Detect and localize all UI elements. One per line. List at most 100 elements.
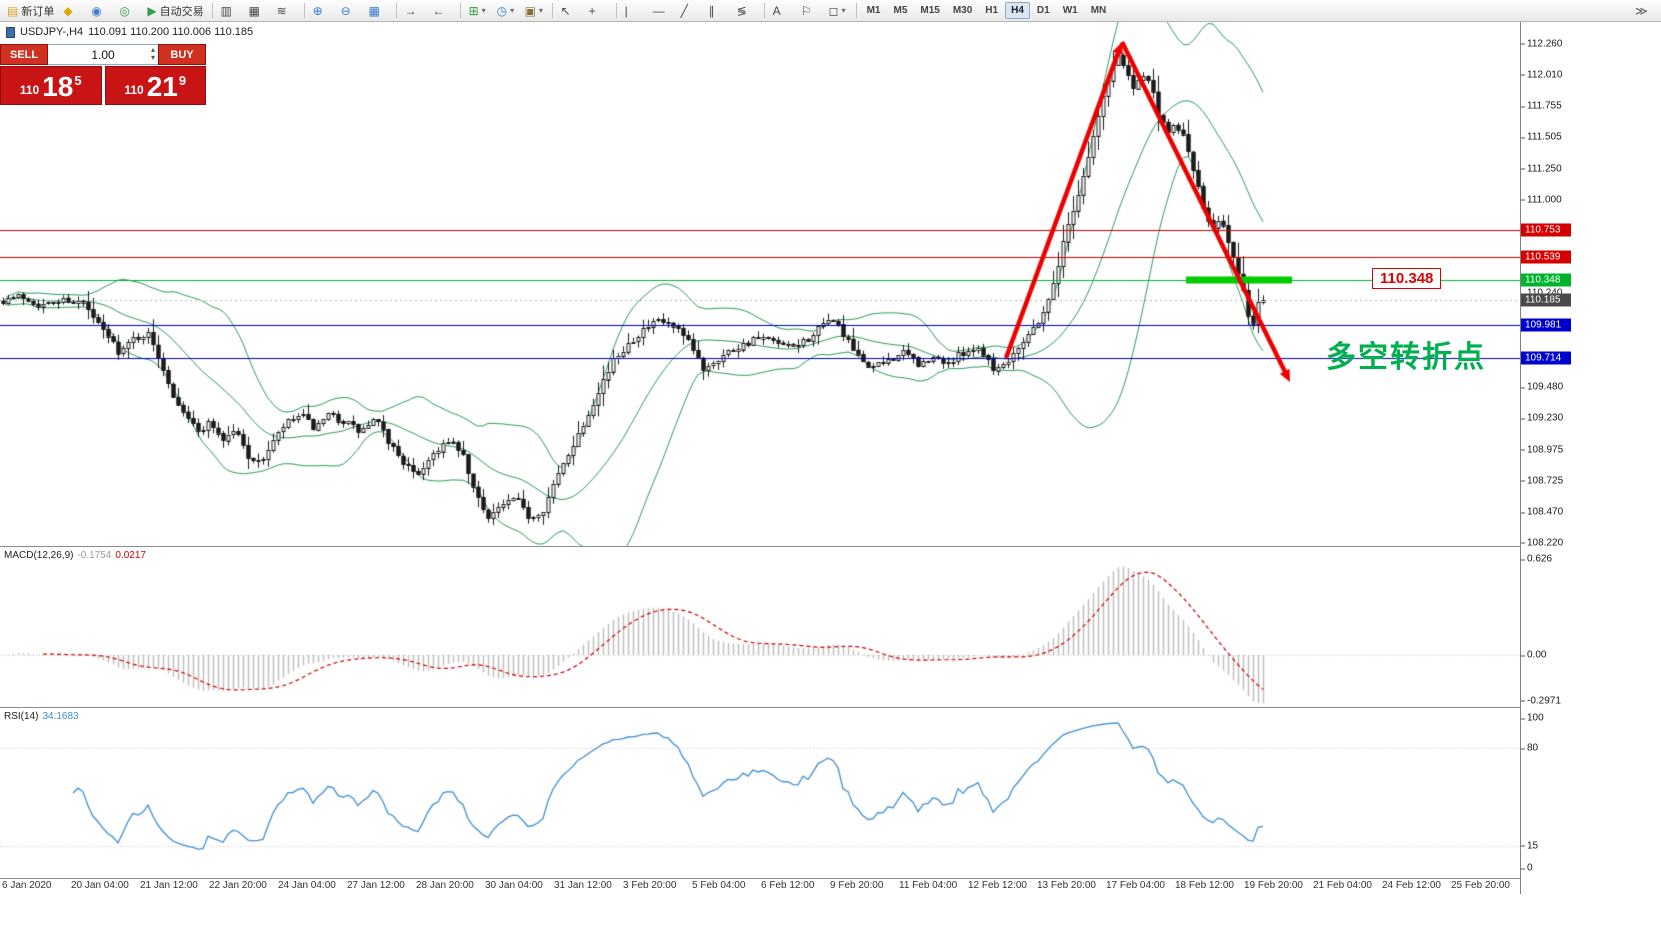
bar-chart-button[interactable]: ▥ (217, 0, 244, 21)
volume-input[interactable]: 1.00 ▴ ▾ (48, 44, 158, 65)
community-icon-button[interactable]: ◉ (87, 0, 114, 21)
tile-windows-icon: ▦ (368, 3, 380, 18)
horizontal-line-icon: — (652, 3, 665, 18)
date-label: 12 Feb 12:00 (968, 880, 1027, 891)
new-order-button-label: 新订单 (21, 5, 55, 18)
symbol-ohlc: 110.091 110.200 110.006 110.185 (88, 26, 254, 38)
toolbar-separator (459, 3, 461, 18)
arrow-label-button[interactable]: ⚐ (797, 0, 824, 21)
quotes-icon-button[interactable]: ◆ (59, 0, 86, 21)
rsi-name: RSI(14) (4, 711, 39, 722)
new-order-icon: ▤ (7, 3, 19, 18)
date-label: 24 Jan 04:00 (278, 880, 336, 891)
timeframe-h4-button[interactable]: H4 (1005, 2, 1030, 19)
price-axis: 112.260 112.010 111.755 111.505 111.250 111.0… (1520, 22, 1661, 894)
chart-shift-icon: ← (432, 3, 445, 18)
sell-button[interactable]: SELL (0, 44, 48, 65)
dropdown-caret-icon: ▾ (510, 6, 515, 15)
rsi-label: RSI(14) 34.1683 (4, 711, 79, 722)
volume-down-button[interactable]: ▾ (150, 53, 155, 62)
price-tick: 111.000 (1521, 194, 1562, 206)
templates-button[interactable]: ▣ ▾ (521, 0, 548, 21)
date-label: 22 Jan 20:00 (209, 880, 267, 891)
timeframe-m1-button[interactable]: M1 (866, 5, 881, 16)
cursor-icon: ↖ (560, 3, 571, 18)
toolbar-separator (395, 3, 397, 18)
symbol-info: USDJPY-,H4 110.091 110.200 110.006 110.1… (6, 26, 253, 38)
timeframe-w1-button[interactable]: W1 (1062, 5, 1078, 16)
more-toolbars-button[interactable]: ≫ (1631, 0, 1658, 21)
time-axis: 6 Jan 2020 20 Jan 04:00 21 Jan 12:00 22 Jan… (0, 879, 1520, 895)
date-label: 6 Jan 2020 (2, 880, 52, 891)
timeframe-m5-button[interactable]: M5 (893, 5, 908, 16)
trendline-button[interactable]: ╱ (677, 0, 704, 21)
rsi-canvas[interactable] (0, 708, 1520, 878)
toolbar-separator (855, 3, 857, 18)
rsi-axis-tick: 80 (1520, 742, 1539, 754)
fibonacci-icon: ≶ (736, 3, 747, 18)
chart-shift-button[interactable]: ← (429, 0, 456, 21)
date-label: 6 Feb 12:00 (761, 880, 815, 891)
timeframe-d1-button[interactable]: D1 (1036, 5, 1050, 16)
date-label: 28 Jan 20:00 (416, 880, 474, 891)
zoom-out-button[interactable]: ⊖ (337, 0, 364, 21)
pane-separator[interactable] (0, 707, 1661, 708)
new-order-button[interactable]: ▤ 新订单 (3, 0, 58, 21)
text-button[interactable]: A (769, 0, 796, 21)
horizontal-line-button[interactable]: — (649, 0, 676, 21)
tile-windows-button[interactable]: ▦ (365, 0, 392, 21)
indicators-button[interactable]: ⊞ ▾ (465, 0, 492, 21)
pane-separator[interactable] (0, 546, 1661, 547)
shapes-button[interactable]: ◻ ▾ (825, 0, 852, 21)
auto-scroll-button[interactable]: → (401, 0, 428, 21)
line-chart-button[interactable]: ≋ (273, 0, 300, 21)
crosshair-button[interactable]: + (585, 0, 612, 21)
date-label: 30 Jan 04:00 (485, 880, 543, 891)
date-label: 24 Feb 12:00 (1382, 880, 1441, 891)
macd-canvas[interactable] (0, 547, 1520, 707)
timeframe-h1-button[interactable]: H1 (985, 5, 999, 16)
volume-value: 1.00 (91, 47, 115, 62)
candlestick-icon: ▦ (248, 3, 260, 18)
cursor-button[interactable]: ↖ (557, 0, 584, 21)
candlestick-button[interactable]: ▦ (245, 0, 272, 21)
timeframe-mn-button[interactable]: MN (1090, 5, 1107, 16)
buy-price-prefix: 110 (124, 83, 144, 97)
sell-price-big: 18 (42, 71, 74, 102)
fibonacci-button[interactable]: ≶ (733, 0, 760, 21)
dropdown-caret-icon: ▾ (841, 6, 846, 15)
zoom-in-button[interactable]: ⊕ (309, 0, 336, 21)
level-callout-110348[interactable]: 110.348 (1372, 268, 1442, 290)
support-icon-button[interactable]: ◎ (115, 0, 142, 21)
volume-up-button[interactable]: ▴ (150, 45, 155, 54)
date-label: 13 Feb 20:00 (1037, 880, 1096, 891)
price-chart-canvas[interactable] (0, 22, 1520, 546)
one-click-trading-panel: SELL 1.00 ▴ ▾ BUY 110 18 5 110 21 9 (0, 44, 206, 105)
price-level-box: 110.185 (1521, 293, 1571, 307)
timeframe-m15-button[interactable]: M15 (920, 5, 940, 16)
macd-axis-tick: 0.00 (1520, 649, 1547, 661)
arrow-label-icon: ⚐ (800, 3, 812, 18)
price-tick: 108.725 (1520, 475, 1564, 487)
turning-point-annotation[interactable]: 多空转折点 (1326, 341, 1486, 374)
channel-button[interactable]: ∥ (705, 0, 732, 21)
price-level-box: 109.714 (1521, 351, 1571, 365)
toolbar-separator (211, 3, 213, 18)
zoom-out-icon: ⊖ (340, 3, 351, 18)
buy-button[interactable]: BUY (158, 44, 206, 65)
periods-button[interactable]: ◷ ▾ (493, 0, 520, 21)
auto-trading-button[interactable]: ▶ 自动交易 (143, 0, 207, 21)
price-level-box: 110.348 (1521, 273, 1571, 287)
price-tick: 108.470 (1520, 506, 1564, 518)
macd-axis-tick: 0.626 (1520, 553, 1553, 565)
timeframe-m30-button[interactable]: M30 (952, 5, 973, 16)
support-icon-icon: ◎ (119, 3, 130, 18)
vertical-line-button[interactable]: | (621, 0, 648, 21)
price-tick: 112.260 (1520, 38, 1563, 50)
crosshair-icon: + (588, 3, 596, 18)
toolbar-separator (303, 3, 305, 18)
sell-price-button[interactable]: 110 18 5 (0, 66, 102, 105)
buy-price-button[interactable]: 110 21 9 (104, 66, 206, 105)
price-tick: 109.480 (1520, 381, 1564, 393)
templates-icon: ▣ (524, 3, 536, 18)
